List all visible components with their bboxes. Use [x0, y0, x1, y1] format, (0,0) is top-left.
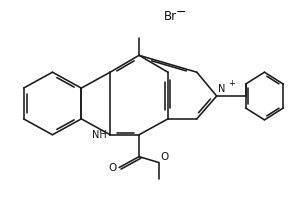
Text: O: O	[160, 152, 169, 162]
Text: Br: Br	[164, 10, 177, 23]
Text: −: −	[176, 6, 186, 19]
Text: N: N	[218, 84, 226, 94]
Text: O: O	[108, 163, 116, 173]
Text: NH: NH	[92, 130, 107, 140]
Text: +: +	[229, 79, 235, 88]
